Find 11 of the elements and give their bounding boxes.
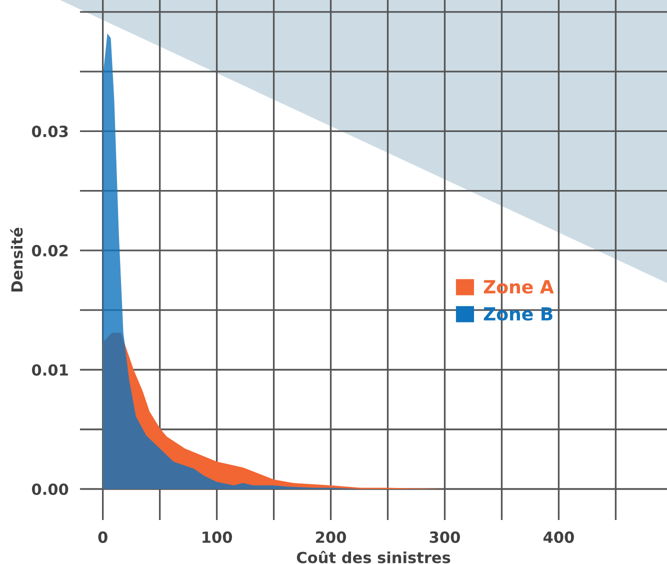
x-tick-label: 0 bbox=[98, 531, 108, 543]
y-axis-title: Densité bbox=[10, 228, 23, 292]
y-tick-label: 0.02 bbox=[32, 244, 68, 256]
y-tick-label: 0.03 bbox=[32, 126, 68, 138]
y-tick-label: 0.00 bbox=[32, 483, 68, 496]
x-tick-label: 200 bbox=[316, 531, 346, 543]
x-axis-title: Coût des sinistres bbox=[296, 550, 450, 564]
y-tick-label: 0.01 bbox=[32, 364, 68, 376]
x-tick-label: 300 bbox=[430, 531, 460, 543]
x-tick-label: 400 bbox=[543, 531, 574, 543]
x-tick-label: 100 bbox=[202, 531, 232, 543]
